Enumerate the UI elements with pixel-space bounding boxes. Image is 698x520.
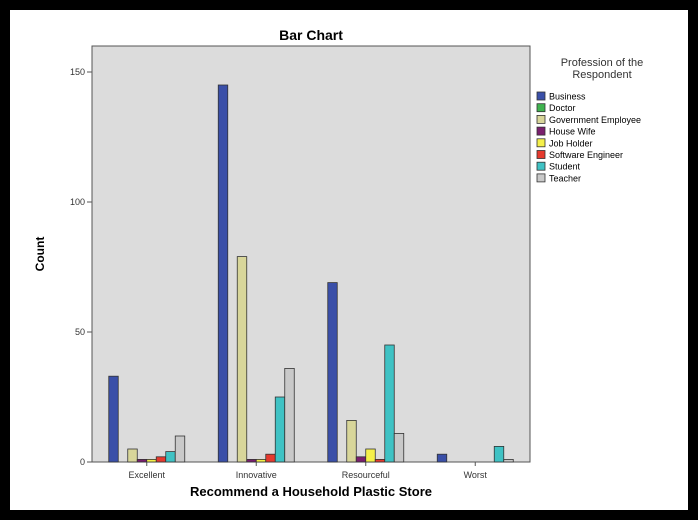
bar-business-resourceful	[328, 283, 338, 462]
legend-entry: Business	[549, 92, 586, 102]
x-tick-label: Worst	[464, 470, 488, 480]
bar-software-engineer-innovative	[266, 454, 276, 462]
legend-entry: Doctor	[549, 103, 576, 113]
y-tick-label: 0	[80, 457, 85, 467]
bar-house-wife-excellent	[137, 459, 147, 462]
legend-title: Respondent	[572, 69, 631, 81]
bar-job-holder-innovative	[256, 459, 266, 462]
bar-house-wife-resourceful	[356, 457, 366, 462]
x-tick-label: Innovative	[236, 470, 277, 480]
plot-area	[92, 46, 530, 462]
bar-teacher-worst	[504, 459, 514, 462]
bar-business-innovative	[218, 85, 228, 462]
y-axis-label: Count	[33, 237, 47, 272]
bar-government-employee-excellent	[128, 449, 138, 462]
legend-swatch	[537, 115, 545, 123]
bar-business-worst	[437, 454, 447, 462]
bar-software-engineer-resourceful	[375, 459, 385, 462]
bar-student-resourceful	[385, 345, 395, 462]
bar-government-employee-resourceful	[347, 420, 357, 462]
legend-swatch	[537, 127, 545, 135]
bar-job-holder-resourceful	[366, 449, 376, 462]
bar-teacher-resourceful	[394, 433, 404, 462]
bar-student-innovative	[275, 397, 285, 462]
bar-teacher-innovative	[285, 368, 295, 462]
y-tick-label: 50	[75, 327, 85, 337]
legend-entry: Software Engineer	[549, 150, 623, 160]
legend-swatch	[537, 92, 545, 100]
bar-teacher-excellent	[175, 436, 185, 462]
legend-entry: House Wife	[549, 127, 596, 137]
x-tick-label: Resourceful	[342, 470, 390, 480]
legend-entry: Job Holder	[549, 138, 593, 148]
chart-title: Bar Chart	[279, 27, 343, 43]
bar-student-excellent	[166, 452, 176, 462]
x-tick-label: Excellent	[128, 470, 165, 480]
legend-entry: Student	[549, 162, 581, 172]
y-axis: 0 50 100 150	[70, 46, 92, 467]
x-axis: Excellent Innovative Resourceful Worst	[128, 462, 487, 480]
legend-swatch	[537, 174, 545, 182]
y-tick-label: 150	[70, 67, 85, 77]
y-tick-label: 100	[70, 197, 85, 207]
legend-swatch	[537, 104, 545, 112]
legend-swatch	[537, 162, 545, 170]
bar-software-engineer-excellent	[156, 457, 166, 462]
legend-entry: Government Employee	[549, 115, 641, 125]
bar-business-excellent	[109, 376, 119, 462]
bar-student-worst	[494, 446, 504, 462]
bar-job-holder-excellent	[147, 459, 157, 462]
legend-entry: Teacher	[549, 173, 581, 183]
legend-swatch	[537, 139, 545, 147]
legend-swatch	[537, 151, 545, 159]
bar-government-employee-innovative	[237, 257, 247, 462]
x-axis-label: Recommend a Household Plastic Store	[190, 484, 432, 499]
bar-house-wife-innovative	[247, 459, 257, 462]
legend-title: Profession of the	[561, 57, 644, 69]
